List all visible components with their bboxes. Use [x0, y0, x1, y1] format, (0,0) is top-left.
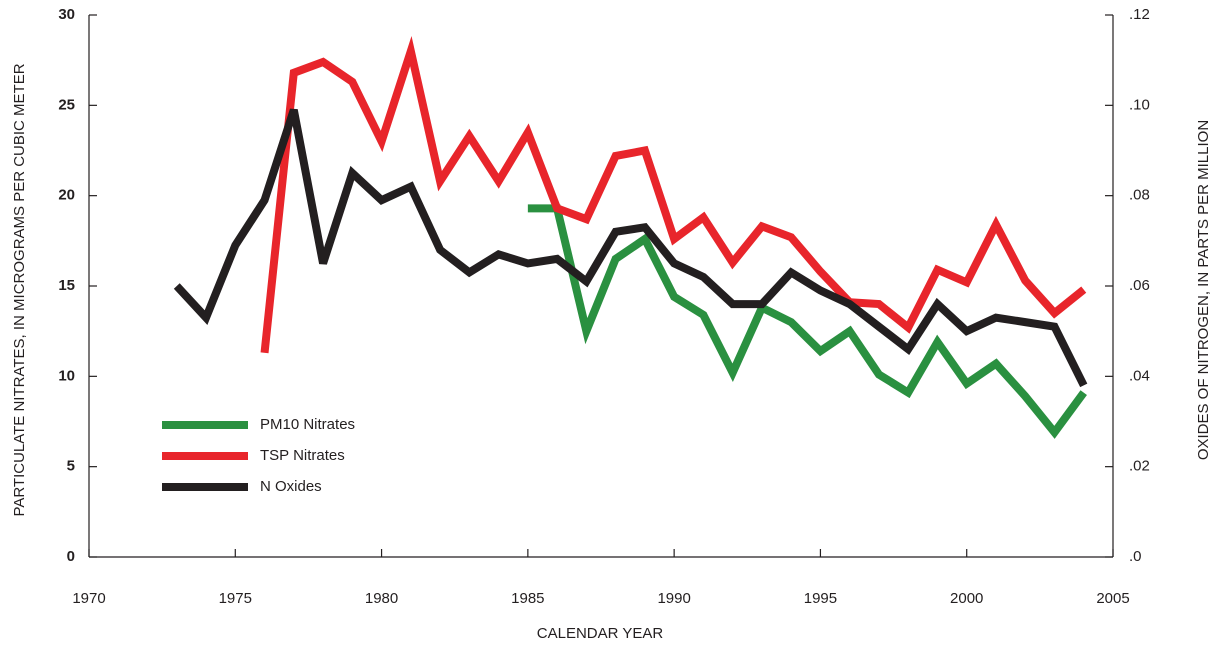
- x-tick-label: 1975: [219, 590, 252, 607]
- y2-tick-label: .10: [1129, 96, 1150, 113]
- y-tick-label: 25: [58, 96, 75, 113]
- x-tick-label: 1980: [365, 590, 398, 607]
- y-tick-label: 0: [67, 548, 75, 565]
- y2-tick-label: .0: [1129, 548, 1142, 565]
- y2-tick-label: .02: [1129, 458, 1150, 475]
- y-tick-label: 15: [58, 277, 75, 294]
- x-tick-label: 1990: [657, 590, 690, 607]
- y2-tick-label: .04: [1129, 367, 1150, 384]
- x-tick-label: 1985: [511, 590, 544, 607]
- y2-tick-label: .08: [1129, 187, 1150, 204]
- y2-axis-label: OXIDES OF NITROGEN, IN PARTS PER MILLION: [1195, 120, 1212, 460]
- legend-label: TSP Nitrates: [260, 447, 345, 464]
- x-axis-label: CALENDAR YEAR: [537, 625, 664, 642]
- legend-label: PM10 Nitrates: [260, 416, 355, 433]
- series-line: [260, 36, 1087, 354]
- series-line: [527, 204, 1087, 439]
- x-tick-label: 1970: [72, 590, 105, 607]
- y2-tick-label: .06: [1129, 277, 1150, 294]
- series-line: [173, 108, 1088, 388]
- y-tick-label: 5: [67, 458, 75, 475]
- x-tick-label: 2005: [1096, 590, 1129, 607]
- y-tick-label: 20: [58, 187, 75, 204]
- y-axis-label: PARTICULATE NITRATES, IN MICROGRAMS PER …: [11, 63, 28, 516]
- legend-label: N Oxides: [260, 478, 322, 495]
- x-tick-label: 1995: [804, 590, 837, 607]
- y-tick-label: 10: [58, 367, 75, 384]
- x-tick-label: 2000: [950, 590, 983, 607]
- y-tick-label: 30: [58, 6, 75, 23]
- y2-tick-label: .12: [1129, 6, 1150, 23]
